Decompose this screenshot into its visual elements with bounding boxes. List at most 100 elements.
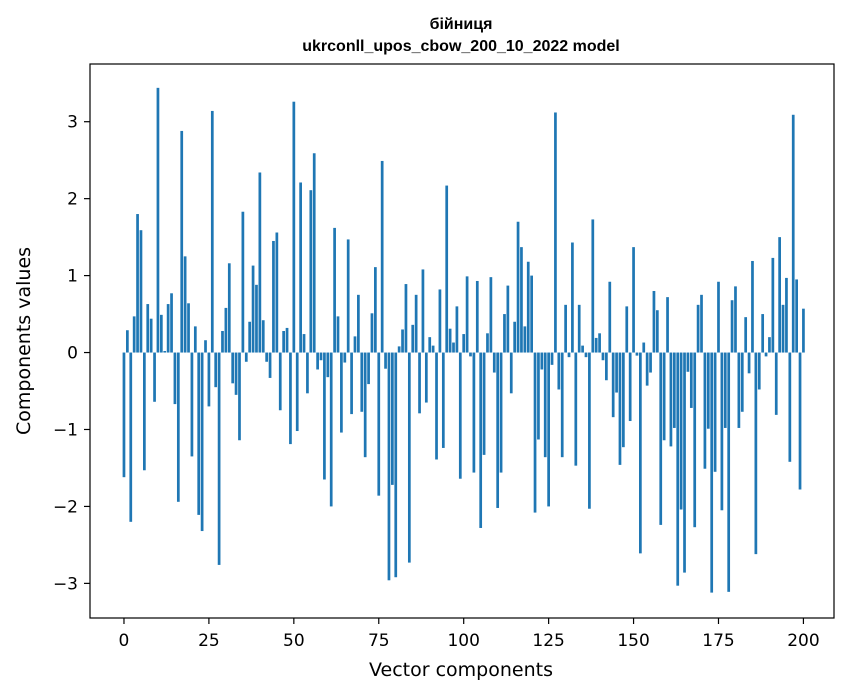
bar: [730, 300, 734, 353]
bar: [441, 352, 445, 448]
bar: [469, 352, 472, 357]
bar: [255, 284, 258, 353]
bar: [231, 352, 235, 384]
bar: [193, 326, 197, 353]
bar: [187, 303, 190, 353]
bar: [170, 293, 173, 353]
bar: [282, 331, 285, 353]
bar: [523, 326, 527, 353]
bar: [506, 285, 510, 353]
bar: [316, 352, 319, 370]
bar: [774, 352, 778, 415]
bar: [407, 352, 411, 563]
bar: [265, 352, 269, 362]
bar: [781, 304, 785, 353]
bar: [153, 352, 156, 402]
bar: [516, 221, 520, 353]
bar: [411, 324, 415, 353]
bar: [499, 352, 503, 473]
bar: [210, 110, 214, 353]
bar: [713, 352, 717, 472]
bar: [122, 352, 126, 478]
bar: [435, 352, 438, 460]
y-tick-label: −3: [53, 574, 78, 594]
bar: [295, 352, 299, 432]
bar: [126, 330, 129, 353]
bar: [601, 352, 605, 361]
bar: [676, 352, 680, 586]
bar: [655, 310, 659, 353]
bar: [380, 160, 384, 353]
y-tick-label: 1: [67, 267, 78, 287]
x-tick-label: 75: [368, 631, 390, 651]
bar: [513, 321, 517, 353]
bar: [611, 352, 615, 418]
bar: [710, 352, 714, 593]
bar: [445, 185, 449, 353]
bar: [431, 345, 435, 353]
bar: [343, 352, 347, 363]
bar: [727, 352, 731, 592]
bar: [401, 329, 404, 353]
bar: [394, 352, 398, 578]
y-tick-label: 2: [67, 190, 78, 210]
bar: [428, 337, 432, 353]
bar: [163, 351, 167, 353]
bar: [397, 346, 401, 353]
y-axis-ticks: −3 −2 −1 0 1 2 3: [53, 113, 90, 594]
bar: [418, 352, 421, 414]
bar: [234, 352, 238, 395]
bar: [333, 227, 336, 353]
bar: [326, 352, 330, 378]
bar: [176, 352, 180, 502]
bar: [798, 352, 802, 490]
bar: [129, 352, 133, 522]
bar: [574, 352, 578, 466]
bar: [689, 352, 693, 408]
bar: [323, 352, 326, 480]
bar: [238, 352, 241, 441]
bar: [625, 306, 629, 353]
bar: [292, 101, 296, 353]
bar: [683, 352, 686, 573]
bar: [723, 352, 727, 428]
x-tick-label: 200: [787, 631, 819, 651]
plot-frame: [89, 63, 835, 619]
bar: [146, 304, 150, 353]
bar: [458, 352, 462, 479]
bar: [788, 352, 792, 462]
x-tick-label: 50: [283, 631, 305, 651]
bar: [285, 327, 289, 353]
bar: [645, 352, 649, 386]
bar: [268, 352, 272, 378]
x-tick-label: 125: [532, 631, 564, 651]
bar: [258, 172, 262, 353]
bar: [404, 284, 408, 353]
bar: [448, 328, 452, 353]
bar: [173, 352, 177, 405]
y-tick-label: 3: [67, 113, 78, 133]
bar: [452, 342, 455, 353]
bar: [693, 352, 697, 528]
bar: [455, 306, 459, 353]
bar: [737, 352, 741, 428]
bar: [618, 352, 622, 465]
bar: [740, 352, 744, 412]
bar: [465, 276, 469, 353]
bar: [309, 190, 313, 353]
bar: [387, 352, 391, 581]
x-tick-label: 25: [198, 631, 220, 651]
bar: [720, 352, 724, 511]
chart-title-line2: ukrconll_upos_cbow_200_10_2022 model: [302, 38, 619, 55]
bar: [482, 352, 486, 455]
chart-title-line1: бійниця: [430, 16, 493, 33]
bar: [594, 337, 598, 353]
bar: [543, 352, 547, 458]
bar: [550, 352, 554, 365]
bar: [584, 352, 588, 358]
bar: [360, 352, 364, 412]
bar: [778, 237, 781, 353]
bar: [567, 352, 571, 358]
bar: [795, 279, 798, 353]
bar: [700, 294, 703, 353]
